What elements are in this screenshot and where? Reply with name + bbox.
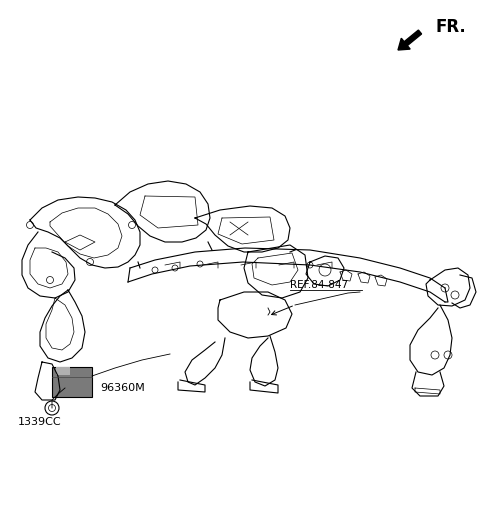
Text: FR.: FR. (435, 18, 466, 36)
Text: 96360M: 96360M (100, 383, 145, 393)
FancyArrow shape (398, 30, 421, 50)
Bar (52, 367, 92, 397)
Text: 1339CC: 1339CC (18, 417, 61, 427)
Bar (56, 367, 70, 375)
Text: REF.84-847: REF.84-847 (290, 280, 348, 290)
